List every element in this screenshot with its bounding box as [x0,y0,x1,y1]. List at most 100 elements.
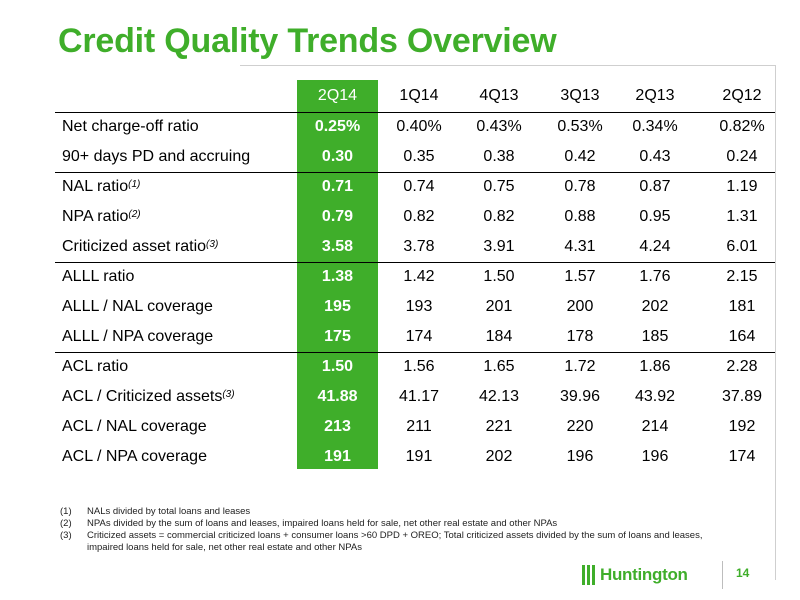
table-row: NAL ratio(1) 0.71 0.74 0.75 0.78 0.87 1.19 [55,172,775,202]
row-label-text: ALLL / NPA coverage [62,328,214,345]
value-cell: 1.72 [564,358,596,375]
value-cell: 178 [566,328,594,345]
footnote: (1) NALs divided by total loans and leas… [60,506,740,518]
footnotes: (1) NALs divided by total loans and leas… [60,506,740,554]
column-header: 2Q13 [635,87,675,104]
row-label: ACL / NPA coverage [62,442,207,472]
table-row: ALLL / NAL coverage 195 193 201 200 202 181 [55,292,775,322]
value-cell: 0.87 [639,178,671,195]
table-row: ACL / NAL coverage 213 211 221 220 214 192 [55,412,775,442]
row-label: ALLL / NAL coverage [62,292,213,322]
value-cell: 196 [641,448,669,465]
value-cell: 202 [641,298,669,315]
footnote-text: NPAs divided by the sum of loans and lea… [87,518,558,529]
value-cell: 43.92 [634,388,676,405]
footer-divider [722,561,723,589]
table-row: ACL / Criticized assets(3) 41.88 41.17 42.1… [55,382,775,412]
table-body: Net charge-off ratio 0.25% 0.40% 0.43% 0.53%… [55,112,775,472]
row-label-text: ACL / Criticized assets [62,388,223,405]
value-cell: 0.82% [719,118,765,135]
row-label-text: NAL ratio [62,178,129,195]
table-row: Net charge-off ratio 0.25% 0.40% 0.43% 0.53%… [55,112,775,142]
huntington-logo-icon [582,565,596,585]
value-cell: 0.82 [403,208,435,225]
highlighted-value-cell: 0.25% [314,118,361,135]
value-cell: 0.35 [403,148,435,165]
value-cell: 37.89 [721,388,763,405]
value-cell: 0.75 [483,178,515,195]
row-label-text: ALLL ratio [62,268,135,285]
value-cell: 174 [405,328,433,345]
row-label: NPA ratio(2) [62,202,141,232]
row-label-text: Net charge-off ratio [62,118,199,135]
table-row: ACL ratio 1.50 1.56 1.65 1.72 1.86 2.28 [55,352,775,382]
value-cell: 184 [485,328,513,345]
footnote-number: (1) [60,506,72,517]
right-border-divider [775,65,776,580]
value-cell: 2.28 [726,358,758,375]
value-cell: 0.34% [632,118,678,135]
value-cell: 0.24 [726,148,758,165]
value-cell: 0.42 [564,148,596,165]
value-cell: 192 [728,418,756,435]
value-cell: 220 [566,418,594,435]
table-row: ACL / NPA coverage 191 191 202 196 196 174 [55,442,775,472]
table-header-row: 2Q14 1Q14 4Q13 3Q13 2Q13 2Q12 [55,80,775,112]
value-cell: 0.53% [557,118,603,135]
row-label: 90+ days PD and accruing [62,142,250,172]
value-cell: 200 [566,298,594,315]
highlighted-value-cell: 213 [324,418,351,435]
row-label: ACL / Criticized assets(3) [62,382,235,412]
row-label: NAL ratio(1) [62,172,140,202]
footnote: (2) NPAs divided by the sum of loans and… [60,518,740,530]
column-header: 2Q14 [317,87,358,104]
column-header: 1Q14 [399,87,439,104]
value-cell: 0.78 [564,178,596,195]
row-label-text: ACL / NAL coverage [62,418,207,435]
footnote-text: Criticized assets = commercial criticize… [87,530,703,553]
footnote-reference: (2) [128,209,141,220]
table-row: NPA ratio(2) 0.79 0.82 0.82 0.88 0.95 1.31 [55,202,775,232]
value-cell: 214 [641,418,669,435]
value-cell: 0.95 [639,208,671,225]
footnote-number: (2) [60,518,72,529]
value-cell: 39.96 [559,388,601,405]
value-cell: 1.42 [403,268,435,285]
highlighted-value-cell: 0.71 [321,178,354,195]
value-cell: 185 [641,328,669,345]
highlighted-value-cell: 41.88 [317,388,358,405]
row-label: Criticized asset ratio(3) [62,232,218,262]
value-cell: 42.13 [478,388,520,405]
highlighted-value-cell: 191 [324,448,351,465]
value-cell: 1.57 [564,268,596,285]
value-cell: 0.43% [476,118,522,135]
row-label: Net charge-off ratio [62,112,199,142]
value-cell: 4.24 [639,238,671,255]
value-cell: 201 [485,298,513,315]
value-cell: 181 [728,298,756,315]
value-cell: 41.17 [398,388,440,405]
column-header: 2Q12 [722,87,762,104]
value-cell: 1.65 [483,358,515,375]
highlighted-value-cell: 0.79 [321,208,354,225]
page-number: 14 [736,566,750,580]
footnote: (3) Criticized assets = commercial criti… [60,530,740,554]
row-label-text: ACL ratio [62,358,129,375]
value-cell: 1.86 [639,358,671,375]
value-cell: 2.15 [726,268,758,285]
value-cell: 0.88 [564,208,596,225]
value-cell: 1.50 [483,268,515,285]
row-label: ACL / NAL coverage [62,412,207,442]
footnote-number: (3) [60,530,72,541]
value-cell: 202 [485,448,513,465]
highlighted-value-cell: 1.38 [321,268,354,285]
value-cell: 0.40% [396,118,442,135]
credit-quality-table: 2Q14 1Q14 4Q13 3Q13 2Q13 2Q12 Net charge… [55,80,775,472]
row-label-text: ALLL / NAL coverage [62,298,213,315]
value-cell: 0.43 [639,148,671,165]
highlighted-value-cell: 175 [324,328,351,345]
title-divider [240,65,775,66]
highlighted-value-cell: 0.30 [321,148,354,165]
page-title: Credit Quality Trends Overview [58,22,557,60]
row-label-text: 90+ days PD and accruing [62,148,251,165]
